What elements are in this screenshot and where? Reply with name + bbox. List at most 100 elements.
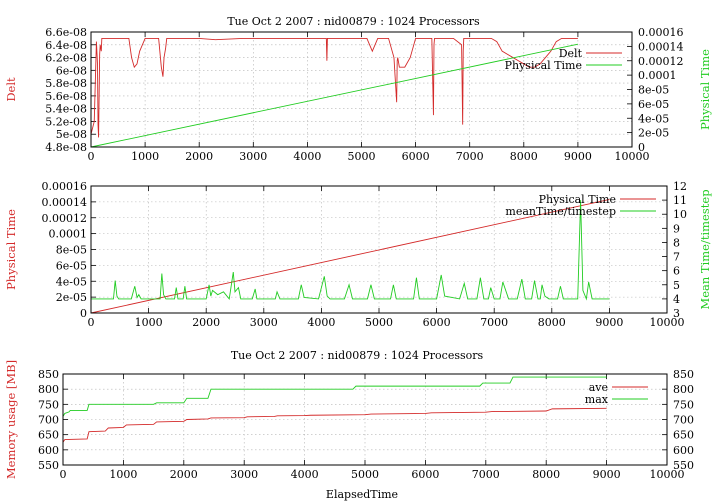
x-tick-label: 0 — [88, 150, 95, 163]
y2-tick-label: 8 — [673, 236, 680, 249]
y2-tick-label: 11 — [673, 194, 687, 207]
x-tick-label: 1000 — [109, 468, 137, 481]
y-axis-label: Physical Time — [4, 209, 18, 290]
y-tick-label: 0.00014 — [42, 196, 88, 209]
x-tick-label: 10000 — [650, 316, 685, 329]
y2-tick-label: 750 — [673, 398, 694, 411]
x-tick-label: 4000 — [307, 316, 335, 329]
series-line-max — [62, 376, 607, 417]
y-tick-label: 800 — [38, 383, 59, 396]
y-tick-label: 650 — [38, 429, 59, 442]
y2-axis-label: Mean Time/timestep — [698, 189, 712, 309]
x-axis-label: ElapsedTime — [326, 488, 398, 501]
y-tick-label: 4.8e-08 — [45, 141, 87, 154]
y-tick-label: 5.2e-08 — [45, 115, 87, 128]
y-tick-label: 5.8e-08 — [45, 77, 87, 90]
chart-panel-3: 0 1000 2000 3000 4000 5000 6000 7000 8000 9000 100… — [4, 349, 694, 501]
y-tick-label: 4e-05 — [56, 275, 87, 288]
legend-label: Physical Time — [505, 59, 582, 72]
legend-label: meanTime/timestep — [505, 205, 616, 218]
y2-tick-label: 7 — [673, 251, 680, 264]
y-axis-label: Memory usage [MB] — [4, 360, 18, 479]
y-tick-label: 2e-05 — [56, 291, 87, 304]
y2-tick-label: 700 — [673, 414, 694, 427]
y2-tick-label: 6 — [673, 265, 680, 278]
chart-panel-1: 0 1000 2000 3000 4000 5000 6000 7000 8000 9000 100… — [4, 15, 712, 163]
x-tick-label: 9000 — [595, 316, 623, 329]
y2-tick-label: 9 — [673, 222, 680, 235]
y2-tick-label: 5 — [673, 279, 680, 292]
x-tick-label: 10000 — [615, 150, 650, 163]
x-tick-label: 8000 — [510, 150, 538, 163]
y2-tick-label: 850 — [673, 368, 694, 381]
y-tick-label: 0 — [80, 307, 87, 320]
x-tick-label: 3000 — [239, 150, 267, 163]
legend-label: Physical Time — [539, 193, 616, 206]
legend-label: Delt — [559, 47, 583, 60]
y-tick-label: 8e-05 — [56, 244, 87, 257]
y2-tick-label: 0.0001 — [638, 69, 677, 82]
x-tick-label: 4000 — [291, 468, 319, 481]
y-tick-label: 0.00016 — [42, 180, 88, 193]
y-tick-label: 0.0001 — [49, 228, 88, 241]
series-line-delt — [90, 37, 578, 138]
y2-tick-label: 10 — [673, 208, 687, 221]
y2-tick-label: 0.00012 — [638, 55, 684, 68]
y-tick-label: 6.4e-08 — [45, 39, 87, 52]
y2-tick-label: 8e-05 — [638, 84, 669, 97]
y2-tick-label: 650 — [673, 429, 694, 442]
y2-tick-label: 4e-05 — [638, 112, 669, 125]
y2-tick-label: 0 — [638, 141, 645, 154]
y2-tick-label: 550 — [673, 459, 694, 472]
chart-title: Tue Oct 2 2007 : nid00879 : 1024 Process… — [227, 15, 480, 28]
y2-axis-label: Physical Time — [698, 49, 712, 130]
y-tick-label: 6e-05 — [56, 259, 87, 272]
y2-tick-label: 0.00014 — [638, 40, 684, 53]
y2-tick-label: 6e-05 — [638, 98, 669, 111]
y-tick-label: 5.4e-08 — [45, 103, 87, 116]
legend-label: ave — [589, 381, 608, 394]
y-tick-label: 850 — [38, 368, 59, 381]
y2-tick-label: 12 — [673, 180, 687, 193]
y-tick-label: 6e-08 — [56, 64, 87, 77]
x-tick-label: 7000 — [472, 468, 500, 481]
x-tick-label: 0 — [88, 316, 95, 329]
x-tick-label: 0 — [60, 468, 67, 481]
x-tick-label: 4000 — [293, 150, 321, 163]
x-tick-label: 1000 — [131, 150, 159, 163]
y-tick-label: 700 — [38, 414, 59, 427]
y-tick-label: 6.6e-08 — [45, 26, 87, 39]
x-tick-label: 2000 — [185, 150, 213, 163]
y-axis-label: Delt — [4, 77, 18, 102]
x-tick-label: 2000 — [192, 316, 220, 329]
x-tick-label: 10000 — [650, 468, 685, 481]
plot-frame — [90, 185, 668, 314]
x-tick-label: 6000 — [411, 468, 439, 481]
x-tick-label: 5000 — [365, 316, 393, 329]
x-tick-label: 6000 — [423, 316, 451, 329]
y2-tick-label: 4 — [673, 293, 680, 306]
y-tick-label: 750 — [38, 398, 59, 411]
y2-tick-label: 0.00016 — [638, 26, 684, 39]
y-tick-label: 6.2e-08 — [45, 52, 87, 65]
x-tick-label: 8000 — [538, 316, 566, 329]
x-tick-label: 9000 — [564, 150, 592, 163]
x-tick-label: 2000 — [170, 468, 198, 481]
x-tick-label: 3000 — [250, 316, 278, 329]
plot-frame — [62, 373, 668, 466]
x-tick-label: 8000 — [532, 468, 560, 481]
y2-tick-label: 800 — [673, 383, 694, 396]
x-tick-label: 5000 — [351, 468, 379, 481]
y2-tick-label: 3 — [673, 307, 680, 320]
y-tick-label: 550 — [38, 459, 59, 472]
y-tick-label: 5.6e-08 — [45, 90, 87, 103]
x-tick-label: 1000 — [135, 316, 163, 329]
y-tick-label: 0.00012 — [42, 212, 88, 225]
x-tick-label: 5000 — [348, 150, 376, 163]
series-line-meantime-timestep — [91, 200, 610, 301]
y2-tick-label: 2e-05 — [638, 127, 669, 140]
series-line-physical-time — [90, 43, 578, 148]
chart-title: Tue Oct 2 2007 : nid00879 : 1024 Process… — [231, 349, 484, 362]
x-tick-label: 3000 — [230, 468, 258, 481]
